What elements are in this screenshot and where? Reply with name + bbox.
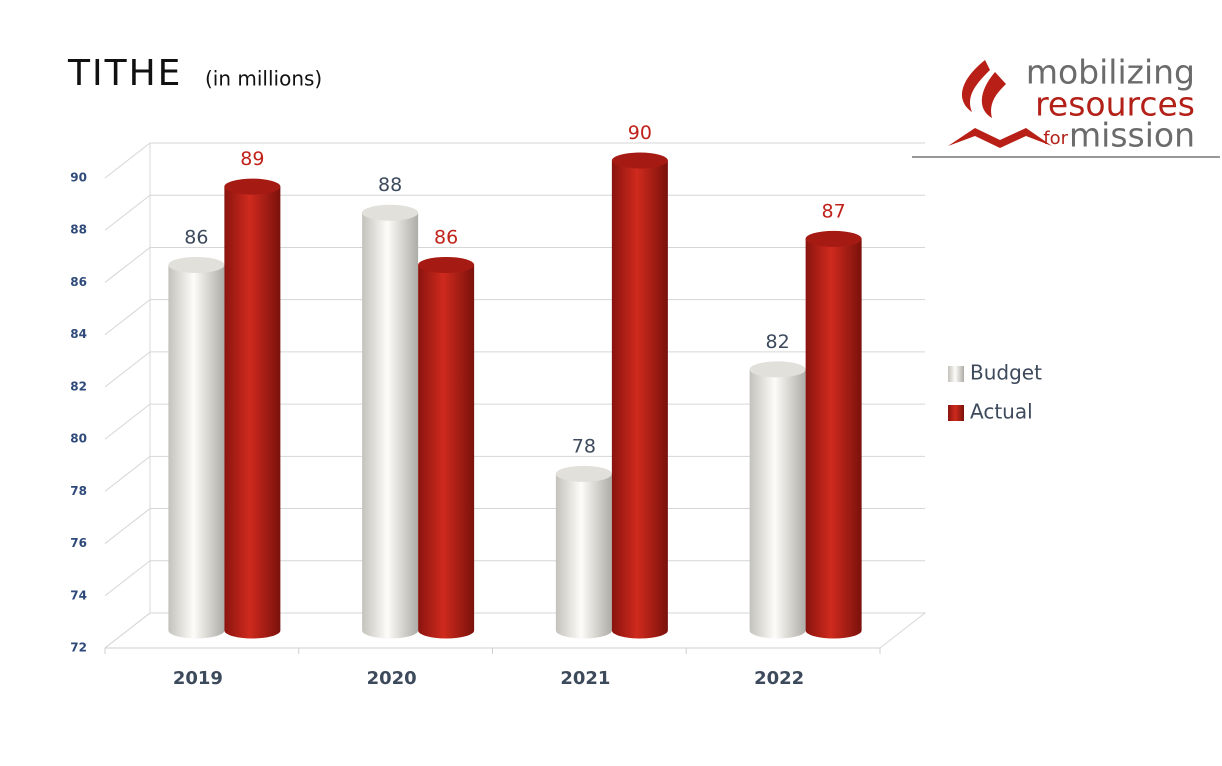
- grid-line-side: [104, 560, 151, 597]
- logo-flame: [962, 60, 1006, 118]
- chart-title: TITHE: [67, 53, 182, 94]
- bar: [168, 256, 225, 639]
- cylinder-body: [418, 264, 475, 639]
- data-label: 90: [628, 122, 652, 144]
- grid-line-side: [104, 247, 151, 283]
- data-label: 88: [378, 174, 402, 196]
- bar: [224, 178, 281, 639]
- x-tick-label: 2020: [367, 668, 417, 689]
- cylinder-body: [224, 186, 281, 639]
- x-tick-label: 2021: [560, 668, 610, 689]
- bar: [749, 361, 806, 639]
- grid-line-side: [104, 455, 151, 492]
- grid-line-side: [104, 194, 151, 231]
- y-tick-label: 84: [70, 327, 87, 341]
- cylinder-top: [168, 256, 225, 273]
- cylinder-body: [749, 369, 806, 639]
- y-tick-label: 80: [70, 432, 87, 446]
- cylinder-body: [168, 264, 225, 639]
- y-tick-label: 74: [70, 588, 87, 602]
- bar: [418, 256, 475, 639]
- cylinder-top: [418, 256, 475, 273]
- cylinder-top: [749, 361, 806, 378]
- cylinder-body: [362, 212, 419, 639]
- y-tick-label: 86: [70, 275, 87, 289]
- logo: mobilizing resources for mission: [912, 53, 1220, 158]
- legend-swatch: [948, 366, 964, 382]
- logo-text: mobilizing: [1026, 53, 1195, 92]
- legend-swatch: [948, 405, 964, 421]
- cylinder-body: [611, 160, 668, 639]
- logo-text: for: [1043, 128, 1068, 149]
- cylinder-top: [555, 465, 612, 482]
- data-label: 86: [184, 226, 208, 248]
- cylinder-top: [805, 230, 862, 247]
- data-label: 87: [822, 200, 846, 222]
- y-tick-label: 88: [70, 223, 87, 237]
- y-tick-label: 76: [70, 536, 87, 550]
- grid-line-side: [104, 403, 151, 440]
- x-tick-label: 2019: [173, 668, 223, 689]
- logo-book: [948, 128, 1052, 148]
- bar: [362, 204, 419, 639]
- y-tick-label: 82: [70, 379, 87, 393]
- grid-line-side: [104, 142, 151, 179]
- legend-label: Budget: [970, 361, 1042, 385]
- cylinder-body: [805, 238, 862, 639]
- y-tick-label: 90: [70, 171, 87, 185]
- data-label: 82: [766, 331, 790, 353]
- data-label: 89: [240, 148, 264, 170]
- logo-text: resources: [1035, 85, 1195, 124]
- grid-line-side: [104, 299, 151, 336]
- y-tick-label: 78: [70, 484, 87, 498]
- grid-line-side: [104, 351, 151, 388]
- grid-line-side: [104, 508, 151, 544]
- data-label: 86: [434, 226, 458, 248]
- y-tick-label: 72: [70, 641, 87, 655]
- x-tick-label: 2022: [754, 668, 804, 689]
- bar: [805, 230, 862, 639]
- cylinder-top: [362, 204, 419, 221]
- cylinder-top: [224, 178, 281, 195]
- cylinder-body: [555, 473, 612, 639]
- grid-line-side: [104, 612, 151, 649]
- legend-label: Actual: [970, 400, 1033, 424]
- cylinder-top: [611, 152, 668, 169]
- data-label: 78: [572, 435, 596, 457]
- bar: [555, 465, 612, 639]
- chart-subtitle: (in millions): [205, 67, 322, 91]
- logo-text: mission: [1069, 116, 1195, 155]
- bar: [611, 152, 668, 639]
